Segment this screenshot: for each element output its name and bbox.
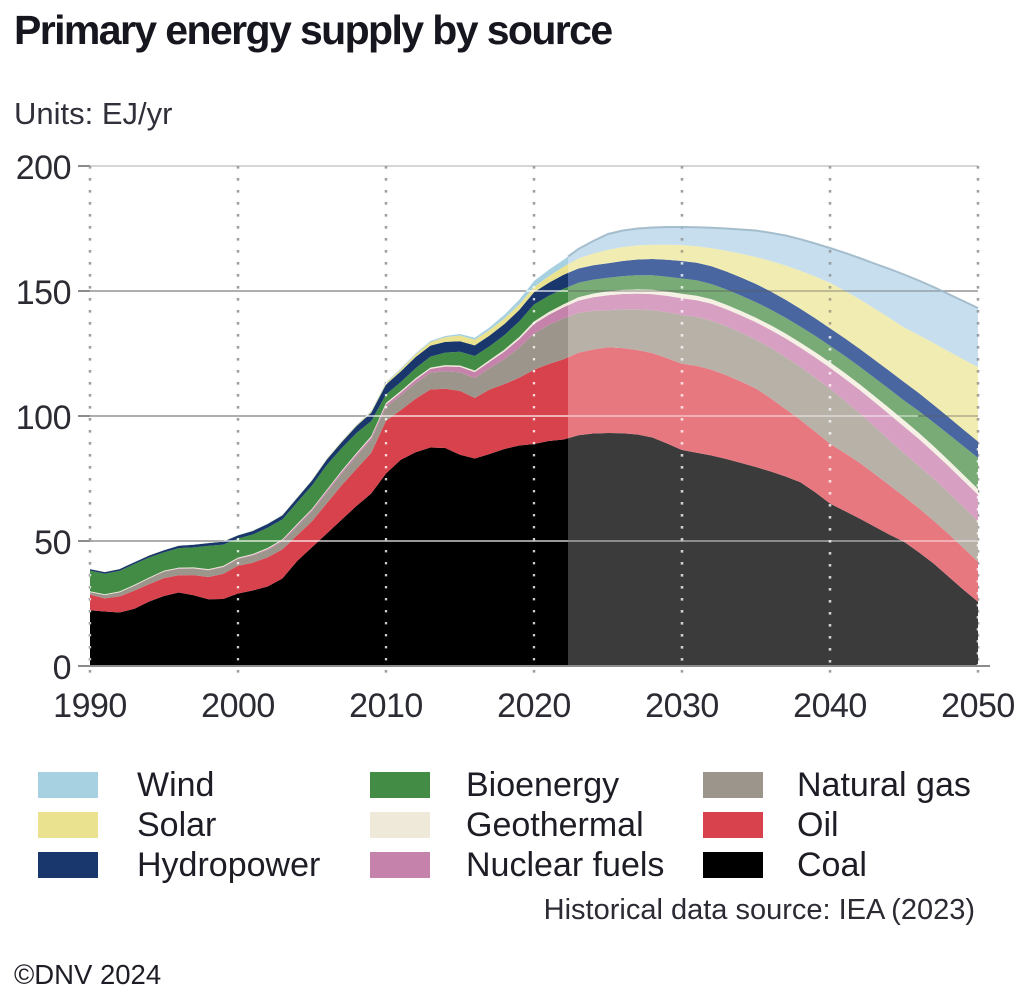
svg-text:Hydropower: Hydropower bbox=[137, 846, 320, 884]
svg-text:1990: 1990 bbox=[53, 687, 127, 725]
svg-text:2020: 2020 bbox=[497, 687, 571, 725]
svg-text:Nuclear fuels: Nuclear fuels bbox=[466, 846, 664, 884]
svg-text:Primary energy supply by sourc: Primary energy supply by source bbox=[14, 7, 612, 53]
svg-text:0: 0 bbox=[53, 649, 71, 687]
svg-text:Coal: Coal bbox=[797, 846, 867, 884]
svg-text:Units: EJ/yr: Units: EJ/yr bbox=[14, 96, 172, 131]
svg-text:Natural gas: Natural gas bbox=[797, 766, 971, 804]
svg-text:50: 50 bbox=[34, 524, 71, 562]
svg-text:100: 100 bbox=[16, 399, 71, 437]
svg-text:Historical data source: IEA (2: Historical data source: IEA (2023) bbox=[544, 894, 975, 926]
svg-text:2040: 2040 bbox=[793, 687, 867, 725]
svg-text:Wind: Wind bbox=[137, 766, 214, 804]
svg-text:Geothermal: Geothermal bbox=[466, 806, 644, 844]
svg-text:Oil: Oil bbox=[797, 806, 839, 844]
svg-text:Bioenergy: Bioenergy bbox=[466, 766, 619, 804]
svg-text:2000: 2000 bbox=[201, 687, 275, 725]
svg-text:2010: 2010 bbox=[349, 687, 423, 725]
svg-text:150: 150 bbox=[16, 274, 71, 312]
svg-text:2030: 2030 bbox=[645, 687, 719, 725]
svg-text:Solar: Solar bbox=[137, 806, 216, 844]
svg-text:2050: 2050 bbox=[941, 687, 1015, 725]
svg-text:©DNV 2024: ©DNV 2024 bbox=[14, 959, 161, 990]
svg-text:200: 200 bbox=[16, 149, 71, 187]
